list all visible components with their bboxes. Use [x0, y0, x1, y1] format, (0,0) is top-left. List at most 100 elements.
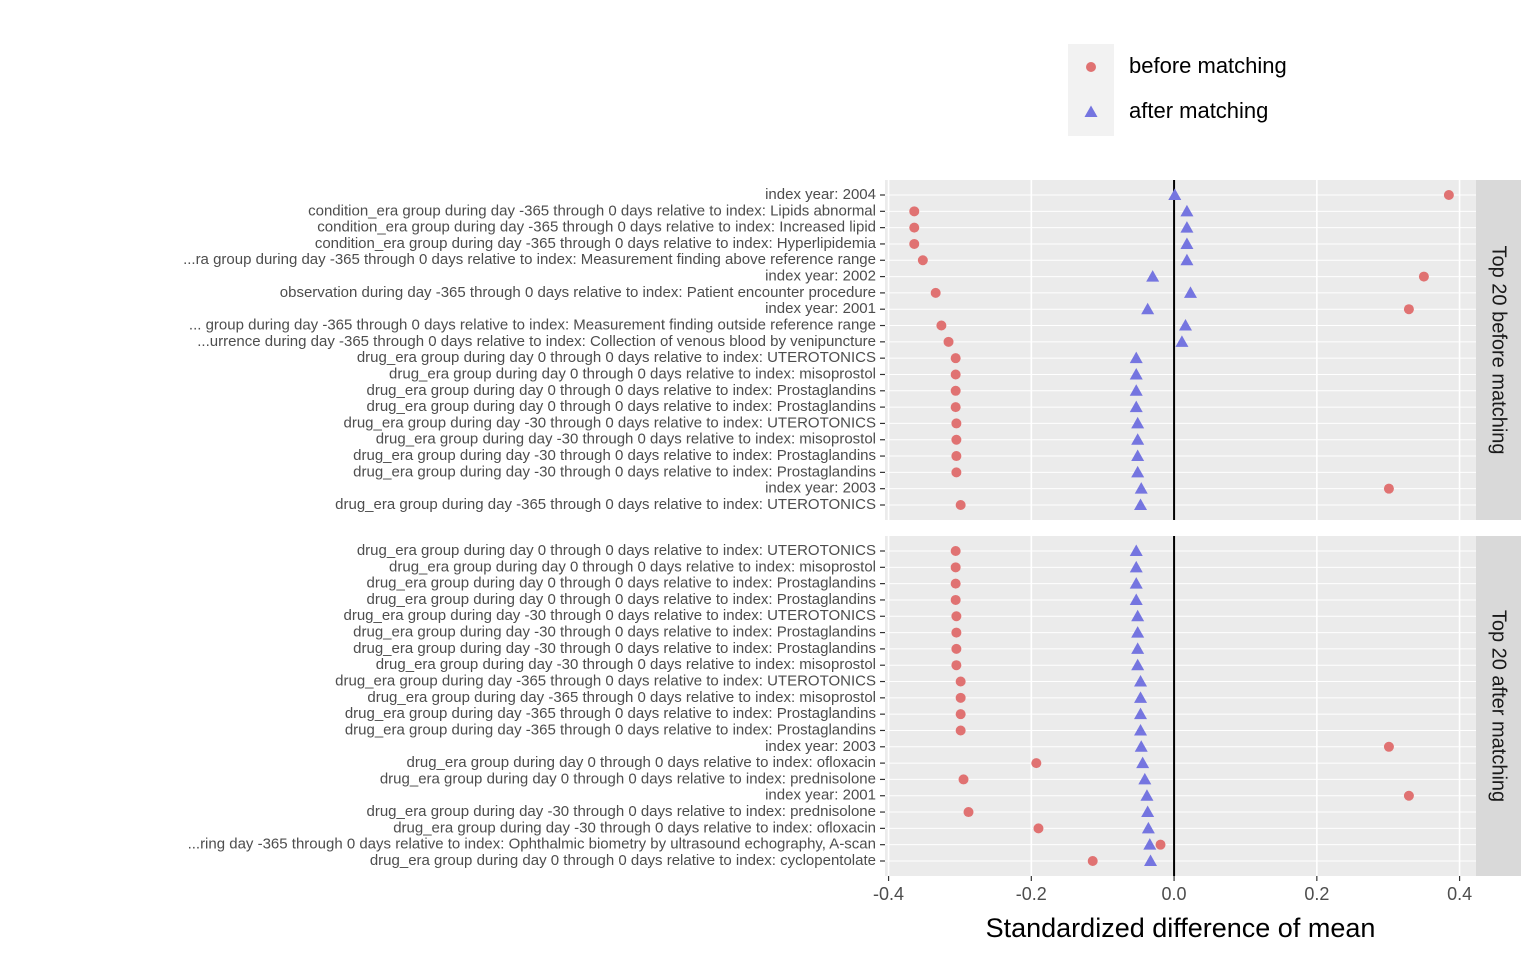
y-tick-label: ...ra group during day -365 through 0 da… [183, 251, 876, 268]
y-tick-label: index year: 2001 [765, 300, 876, 317]
x-tick-label: -0.4 [873, 884, 904, 904]
legend-label: after matching [1129, 98, 1268, 123]
circle-marker [951, 660, 962, 671]
circle-marker [950, 402, 961, 413]
y-tick-label: condition_era group during day -365 thro… [317, 219, 876, 236]
triangle-marker [1175, 335, 1189, 347]
triangle-marker [1134, 723, 1148, 736]
circle-marker [955, 676, 966, 687]
facet-label: Top 20 before matching [1488, 245, 1510, 454]
panel-background [885, 180, 1476, 520]
circle-marker [950, 369, 961, 380]
triangle-marker [1178, 319, 1192, 331]
triangle-marker [1129, 384, 1143, 396]
circle-marker [1403, 790, 1414, 801]
x-tick-label: -0.2 [1016, 884, 1047, 904]
circle-marker [930, 287, 941, 298]
circle-marker [958, 774, 969, 785]
triangle-marker [1129, 577, 1143, 589]
triangle-marker [1131, 626, 1145, 638]
circle-marker [943, 336, 954, 347]
triangle-marker [1180, 221, 1194, 233]
triangle-marker [1129, 560, 1143, 573]
triangle-marker [1131, 465, 1145, 478]
triangle-marker [1143, 838, 1157, 850]
y-tick-label: index year: 2003 [765, 480, 876, 497]
y-tick-label: index year: 2004 [765, 186, 876, 203]
triangle-marker [1168, 188, 1182, 200]
triangle-marker [1131, 416, 1145, 429]
y-tick-label: drug_era group during day -365 through 0… [345, 721, 876, 738]
triangle-marker [1129, 593, 1143, 605]
circle-marker [909, 222, 920, 233]
y-tick-label: ...urrence during day -365 through 0 day… [197, 333, 876, 350]
y-tick-label: drug_era group during day 0 through 0 da… [389, 558, 876, 575]
y-tick-label: drug_era group during day 0 through 0 da… [357, 542, 876, 559]
y-tick-label: drug_era group during day -30 through 0 … [353, 463, 876, 480]
circle-marker [950, 353, 961, 364]
y-tick-label: index year: 2002 [765, 268, 876, 285]
y-tick-label: drug_era group during day 0 through 0 da… [407, 754, 876, 771]
circle-marker [950, 546, 961, 556]
circle-marker [1403, 304, 1414, 315]
y-tick-label: drug_era group during day 0 through 0 da… [367, 575, 877, 592]
y-tick-label: index year: 2001 [765, 787, 876, 804]
circle-marker [950, 562, 961, 573]
y-tick-label: ...ring day -365 through 0 days relative… [188, 836, 876, 853]
y-tick-label: drug_era group during day 0 through 0 da… [367, 591, 877, 608]
y-tick-label: condition_era group during day -365 thro… [308, 202, 876, 219]
triangle-marker [1141, 302, 1155, 315]
triangle-marker [1141, 805, 1155, 818]
legend-label: before matching [1129, 53, 1287, 78]
triangle-marker [1146, 270, 1160, 282]
triangle-marker [1134, 740, 1148, 752]
x-tick-label: 0.2 [1304, 884, 1329, 904]
circle-marker [1383, 483, 1394, 494]
triangle-marker [1134, 707, 1148, 720]
circle-marker [1031, 758, 1042, 769]
circle-marker [950, 578, 961, 589]
triangle-marker [1134, 498, 1148, 510]
facet-label: Top 20 after matching [1488, 610, 1510, 802]
legend-marker [1084, 105, 1098, 117]
triangle-marker [1144, 854, 1158, 866]
y-tick-label: drug_era group during day -30 through 0 … [344, 414, 877, 431]
y-tick-label: drug_era group during day -30 through 0 … [353, 624, 876, 641]
y-tick-label: drug_era group during day -30 through 0 … [344, 607, 877, 624]
circle-marker [963, 807, 974, 818]
x-tick-label: 0.0 [1162, 884, 1187, 904]
circle-marker [936, 320, 947, 331]
triangle-marker [1180, 204, 1194, 217]
y-tick-label: drug_era group during day -365 through 0… [367, 689, 876, 706]
y-tick-label: drug_era group during day -30 through 0 … [366, 803, 876, 820]
circle-marker [951, 434, 962, 445]
triangle-marker [1129, 367, 1143, 380]
circle-marker [955, 709, 966, 720]
circle-marker [951, 418, 962, 429]
y-tick-label: drug_era group during day -30 through 0 … [376, 656, 876, 673]
triangle-marker [1140, 789, 1154, 801]
circle-marker [955, 692, 966, 703]
y-tick-label: drug_era group during day -30 through 0 … [393, 819, 876, 836]
circle-marker [951, 627, 962, 638]
y-tick-label: drug_era group during day 0 through 0 da… [389, 365, 876, 382]
y-tick-label: drug_era group during day 0 through 0 da… [367, 382, 877, 399]
triangle-marker [1129, 544, 1143, 556]
triangle-marker [1180, 237, 1194, 249]
triangle-marker [1138, 772, 1152, 785]
y-tick-label: drug_era group during day 0 through 0 da… [380, 770, 876, 787]
circle-marker [1443, 190, 1454, 200]
circle-marker [1418, 271, 1429, 282]
circle-marker [917, 255, 928, 266]
circle-marker [951, 451, 962, 462]
triangle-marker [1134, 482, 1148, 494]
y-tick-label: drug_era group during day -30 through 0 … [376, 431, 876, 448]
y-tick-label: drug_era group during day -30 through 0 … [353, 640, 876, 657]
triangle-marker [1129, 351, 1143, 364]
y-tick-label: drug_era group during day -365 through 0… [345, 705, 876, 722]
facet-strip [1476, 536, 1521, 876]
y-tick-label: drug_era group during day 0 through 0 da… [370, 852, 876, 869]
circle-marker [1155, 839, 1166, 850]
y-tick-label: drug_era group during day -30 through 0 … [353, 447, 876, 464]
